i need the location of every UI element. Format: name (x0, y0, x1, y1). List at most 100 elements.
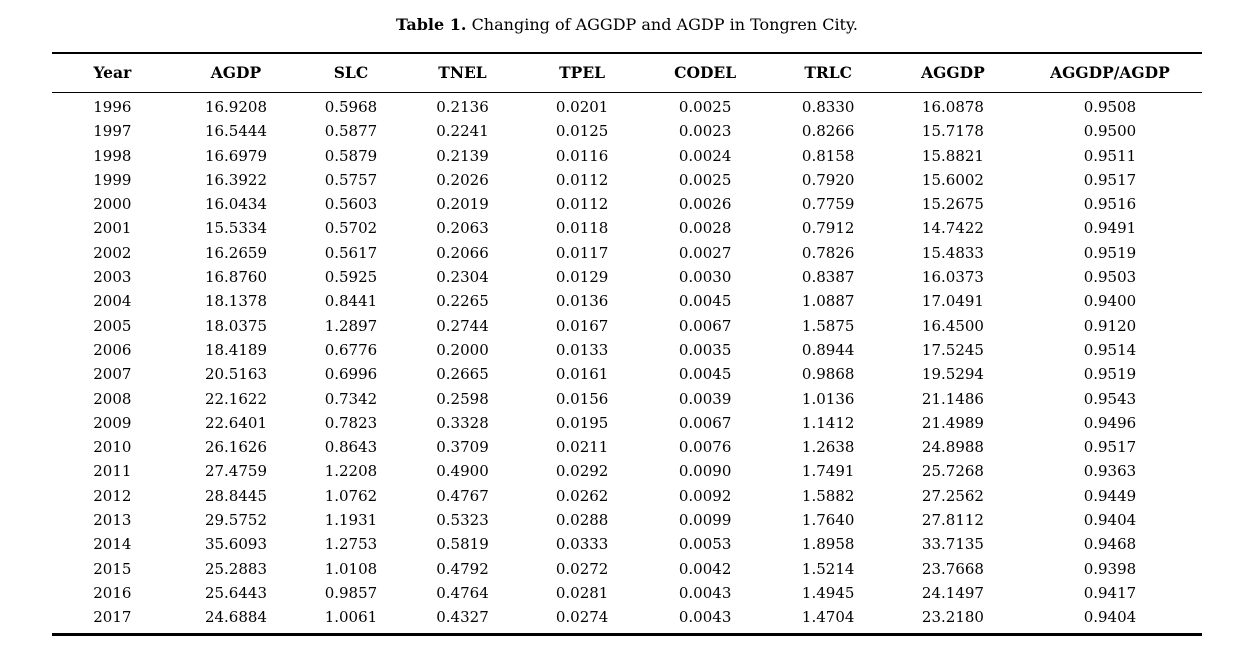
cell-value: 26.1626 (204, 438, 267, 457)
cell-value: 0.2026 (436, 170, 489, 189)
cell-value: 0.0195 (555, 413, 609, 432)
cell-value: 1.2753 (324, 535, 378, 554)
cell-value: 0.0272 (555, 559, 609, 578)
cell-year: 2000 (93, 195, 132, 214)
cell-value: 15.7178 (921, 122, 984, 141)
cell-year: 2012 (93, 486, 132, 505)
cell-value: 0.0039 (678, 389, 732, 408)
cell-value: 0.0156 (555, 389, 609, 408)
cell-value: 0.4792 (436, 559, 489, 578)
cell-value: 0.9517 (1083, 438, 1137, 457)
cell-value: 21.4989 (921, 413, 984, 432)
cell-year: 2004 (93, 292, 132, 311)
cell-value: 0.0026 (678, 195, 732, 214)
cell-value: 16.2659 (204, 243, 267, 262)
cell-value: 0.2139 (436, 146, 489, 165)
table-row: 2001 15.5334 0.5702 0.2063 0.0118 0.0028 0.791… (52, 216, 1202, 240)
cell-value: 0.7826 (801, 243, 855, 262)
cell-value: 0.0112 (555, 195, 609, 214)
table-body: 1996 16.9208 0.5968 0.2136 0.0201 0.0025 0.833… (52, 93, 1202, 635)
cell-value: 0.9516 (1083, 195, 1137, 214)
cell-value: 0.7920 (801, 170, 855, 189)
cell-value: 0.2136 (436, 98, 489, 116)
cell-value: 0.2019 (436, 195, 489, 214)
cell-value: 1.1931 (324, 511, 378, 530)
cell-value: 0.6996 (324, 365, 378, 384)
cell-value: 0.9468 (1083, 535, 1137, 554)
table-row: 2012 28.8445 1.0762 0.4767 0.0262 0.0092 1.588… (52, 484, 1202, 508)
table-row: 2002 16.2659 0.5617 0.2066 0.0117 0.0027 0.782… (52, 241, 1202, 265)
cell-value: 1.2638 (801, 438, 855, 457)
cell-value: 0.0133 (555, 340, 609, 359)
cell-value: 0.5757 (324, 170, 378, 189)
cell-value: 22.1622 (204, 389, 267, 408)
cell-value: 0.0092 (678, 486, 732, 505)
cell-year: 2003 (93, 268, 132, 287)
cell-value: 0.0027 (678, 243, 732, 262)
cell-year: 2013 (93, 511, 132, 530)
cell-value: 25.7268 (921, 462, 984, 481)
cell-value: 0.4767 (436, 486, 489, 505)
cell-value: 0.5925 (324, 268, 378, 287)
cell-value: 0.5323 (436, 511, 489, 530)
cell-value: 24.1497 (921, 583, 984, 602)
column-header-trlc: TRLC (768, 53, 888, 93)
cell-value: 0.9517 (1083, 170, 1137, 189)
cell-value: 1.0136 (801, 389, 855, 408)
column-header-slc: SLC (299, 53, 403, 93)
cell-value: 0.0274 (555, 608, 609, 627)
cell-value: 0.9857 (324, 583, 378, 602)
cell-year: 2001 (93, 219, 132, 238)
cell-value: 0.9868 (801, 365, 855, 384)
table-row: 2010 26.1626 0.8643 0.3709 0.0211 0.0076 1.263… (52, 435, 1202, 459)
cell-year: 2017 (93, 608, 132, 627)
cell-value: 16.9208 (204, 98, 267, 116)
cell-value: 0.9363 (1083, 462, 1137, 481)
cell-value: 16.3922 (204, 170, 267, 189)
cell-value: 1.7491 (801, 462, 855, 481)
cell-value: 0.2304 (436, 268, 489, 287)
cell-value: 35.6093 (204, 535, 267, 554)
cell-value: 0.0125 (555, 122, 609, 141)
cell-value: 15.5334 (204, 219, 267, 238)
table-row: 2015 25.2883 1.0108 0.4792 0.0272 0.0042 1.521… (52, 557, 1202, 581)
cell-value: 23.2180 (921, 608, 984, 627)
cell-value: 0.0043 (678, 608, 732, 627)
cell-value: 0.9543 (1083, 389, 1137, 408)
table-row: 2008 22.1622 0.7342 0.2598 0.0156 0.0039 1.013… (52, 387, 1202, 411)
cell-value: 0.0099 (678, 511, 732, 530)
cell-value: 1.0762 (324, 486, 378, 505)
cell-year: 2016 (93, 583, 132, 602)
cell-value: 0.7823 (324, 413, 378, 432)
cell-year: 2015 (93, 559, 132, 578)
cell-value: 15.8821 (921, 146, 984, 165)
cell-value: 1.8958 (801, 535, 855, 554)
cell-value: 16.8760 (204, 268, 267, 287)
cell-value: 1.7640 (801, 511, 855, 530)
cell-value: 0.2066 (436, 243, 489, 262)
cell-value: 18.1378 (204, 292, 267, 311)
cell-value: 16.0878 (921, 98, 984, 116)
cell-value: 0.8266 (801, 122, 855, 141)
cell-value: 0.0112 (555, 170, 609, 189)
cell-value: 0.2665 (436, 365, 489, 384)
cell-year: 2007 (93, 365, 132, 384)
cell-value: 0.2265 (436, 292, 489, 311)
cell-value: 0.9449 (1083, 486, 1137, 505)
cell-value: 29.5752 (204, 511, 267, 530)
cell-value: 1.0061 (324, 608, 378, 627)
column-header-codel: CODEL (641, 53, 769, 93)
table-row: 1998 16.6979 0.5879 0.2139 0.0116 0.0024 0.815… (52, 144, 1202, 168)
table-header-row: Year AGDP SLC TNEL TPEL CODEL TRLC AGGDP AGGDP/A… (52, 53, 1202, 93)
cell-year: 1999 (93, 170, 132, 189)
cell-value: 27.4759 (204, 462, 267, 481)
cell-value: 0.4900 (436, 462, 489, 481)
cell-value: 0.9404 (1083, 511, 1137, 530)
column-header-aggdp-agdp: AGGDP/AGDP (1017, 53, 1202, 93)
cell-value: 0.0076 (678, 438, 732, 457)
cell-value: 16.6979 (204, 146, 267, 165)
cell-value: 0.9398 (1083, 559, 1137, 578)
cell-value: 0.5702 (324, 219, 378, 238)
cell-value: 16.4500 (921, 316, 984, 335)
